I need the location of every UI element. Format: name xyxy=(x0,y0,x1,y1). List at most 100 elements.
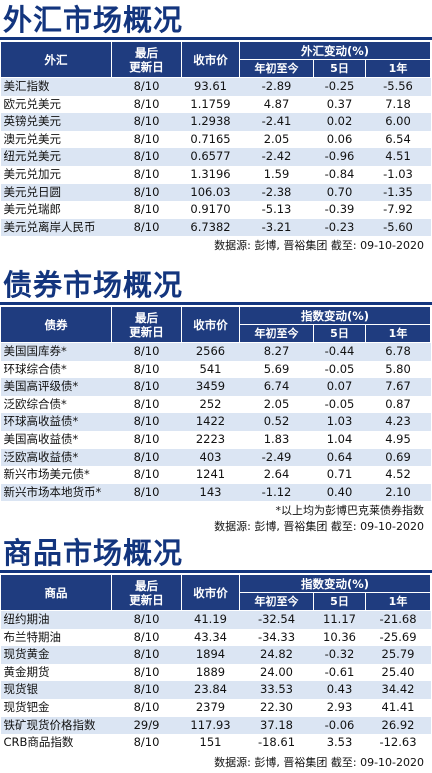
row-close: 252 xyxy=(199,396,222,411)
row-ytd: 22.30 xyxy=(260,699,293,714)
row-close: 1.3196 xyxy=(190,166,231,181)
fx-title-rule xyxy=(0,37,432,40)
commodity-section-title: 商品市场概况 xyxy=(3,536,184,570)
row-date: 8/10 xyxy=(111,413,182,431)
row-date: 8/10 xyxy=(133,735,160,750)
row-date: 8/10 xyxy=(111,610,182,629)
row-1y: 25.40 xyxy=(381,664,415,679)
col-header-date: 最后 更新日 xyxy=(111,306,182,343)
row-ytd: 0.52 xyxy=(239,413,314,431)
commodity-table-body: 纽约期油 8/10 41.19 -32.54 11.17 -21.68 布兰特期油 8/10 4… xyxy=(0,610,431,752)
table-row: 新兴市场美元债* 8/10 1241 2.64 0.71 4.52 xyxy=(1,466,431,484)
row-name: 泛欧综合债* xyxy=(3,396,67,411)
row-date: 8/10 xyxy=(133,629,160,644)
col-header-name: 债券 xyxy=(0,306,112,343)
row-1y: 0.69 xyxy=(365,448,431,467)
row-1y: -7.92 xyxy=(383,202,413,217)
col-header-ytd: 年初至今 xyxy=(239,59,314,78)
row-5d: 3.53 xyxy=(326,735,353,750)
row-date: 8/10 xyxy=(133,361,160,376)
row-name: 纽元兑美元 xyxy=(0,148,112,166)
row-ytd: 8.27 xyxy=(239,342,314,361)
row-close: 2379 xyxy=(195,699,226,714)
row-5d: -0.84 xyxy=(324,166,355,181)
row-5d: -0.05 xyxy=(324,361,355,376)
row-ytd: -2.89 xyxy=(239,77,314,96)
row-close: 43.34 xyxy=(194,629,227,644)
table-row: 澳元兑美元 8/10 0.7165 2.05 0.06 6.54 xyxy=(1,131,431,149)
commodity-table: 商品 最后 更新日 收市价 指数变动(%) 年初至今 5日 1年 纽约期油 8/10… xyxy=(0,574,431,752)
row-date: 8/10 xyxy=(111,218,182,237)
row-5d: -0.39 xyxy=(324,202,355,217)
row-close: 1241 xyxy=(195,467,226,482)
row-1y: 41.41 xyxy=(381,699,415,714)
row-name: 布兰特期油 xyxy=(3,629,62,644)
row-ytd: 37.18 xyxy=(239,716,314,735)
row-date: 8/10 xyxy=(111,448,182,467)
row-date: 8/10 xyxy=(111,148,182,166)
row-name: 新兴市场美元债* xyxy=(3,467,90,482)
col-header-change-group: 指数变动(%) xyxy=(239,306,431,325)
row-date: 8/10 xyxy=(111,113,182,131)
row-5d: 0.64 xyxy=(313,448,366,467)
row-close: 403 xyxy=(181,448,240,467)
row-date: 8/10 xyxy=(111,342,182,361)
col-header-name: 商品 xyxy=(0,574,112,611)
row-ytd: 2.05 xyxy=(263,131,290,146)
row-name: 美元兑日圆 xyxy=(0,183,112,202)
row-1y: 0.87 xyxy=(385,396,411,411)
row-1y: 6.00 xyxy=(365,113,431,131)
col-header-ytd: 年初至今 xyxy=(239,324,314,343)
row-ytd: 2.05 xyxy=(263,396,290,411)
table-row: 美元兑加元 8/10 1.3196 1.59 -0.84 -1.03 xyxy=(1,166,431,184)
row-5d: -0.96 xyxy=(313,148,366,166)
row-5d: 0.71 xyxy=(326,467,353,482)
row-1y: 4.51 xyxy=(365,148,431,166)
row-name: 美汇指数 xyxy=(0,77,112,96)
row-date: 8/10 xyxy=(111,646,182,664)
row-close: 2223 xyxy=(195,431,226,446)
row-5d: -0.25 xyxy=(313,77,366,96)
row-ytd: 24.00 xyxy=(260,664,293,679)
row-ytd: -32.54 xyxy=(239,610,314,629)
col-header-ytd: 年初至今 xyxy=(239,592,314,611)
col-header-close: 收市价 xyxy=(181,41,240,78)
col-header-change-group: 外汇变动(%) xyxy=(239,41,431,60)
col-header-5d: 5日 xyxy=(313,59,366,78)
row-date: 8/10 xyxy=(133,664,160,679)
row-1y: 26.92 xyxy=(365,716,431,735)
row-name: 英镑兑美元 xyxy=(0,113,112,131)
row-name: 美元兑加元 xyxy=(3,166,62,181)
row-date: 8/10 xyxy=(133,467,160,482)
table-row: 现货钯金 8/10 2379 22.30 2.93 41.41 xyxy=(1,699,431,717)
row-5d: -0.61 xyxy=(324,664,355,679)
row-ytd: -18.61 xyxy=(257,735,296,750)
row-ytd: -3.21 xyxy=(239,218,314,237)
row-ytd: 1.83 xyxy=(263,431,290,446)
row-ytd: 5.69 xyxy=(263,361,290,376)
table-row: 泛欧综合债* 8/10 252 2.05 -0.05 0.87 xyxy=(1,396,431,414)
row-close: 151 xyxy=(199,735,222,750)
fx-section-title: 外汇市场概况 xyxy=(3,3,184,37)
row-5d: 1.03 xyxy=(313,413,366,431)
row-date: 8/10 xyxy=(111,77,182,96)
row-1y: 4.23 xyxy=(365,413,431,431)
row-5d: 0.40 xyxy=(313,483,366,502)
row-close: 1894 xyxy=(181,646,240,664)
row-5d: 0.70 xyxy=(313,183,366,202)
bond-table: 债券 最后 更新日 收市价 指数变动(%) 年初至今 5日 1年 美国国库券* 8/… xyxy=(0,306,431,502)
row-5d: 10.36 xyxy=(323,629,356,644)
row-5d: 2.93 xyxy=(326,699,353,714)
row-name: 美国高评级债* xyxy=(0,378,112,396)
row-name: 泛欧高收益债* xyxy=(0,448,112,467)
row-close: 0.6577 xyxy=(181,148,240,166)
row-ytd: -1.12 xyxy=(239,483,314,502)
row-ytd: 6.74 xyxy=(239,378,314,396)
row-date: 8/10 xyxy=(133,166,160,181)
row-close: 0.9170 xyxy=(190,202,231,217)
col-header-5d: 5日 xyxy=(313,592,366,611)
row-name: 黄金期货 xyxy=(3,664,50,679)
row-1y: 6.78 xyxy=(365,342,431,361)
table-row: 铁矿现货价格指数 29/9 117.93 37.18 -0.06 26.92 xyxy=(0,716,431,735)
row-1y: 25.79 xyxy=(365,646,431,664)
